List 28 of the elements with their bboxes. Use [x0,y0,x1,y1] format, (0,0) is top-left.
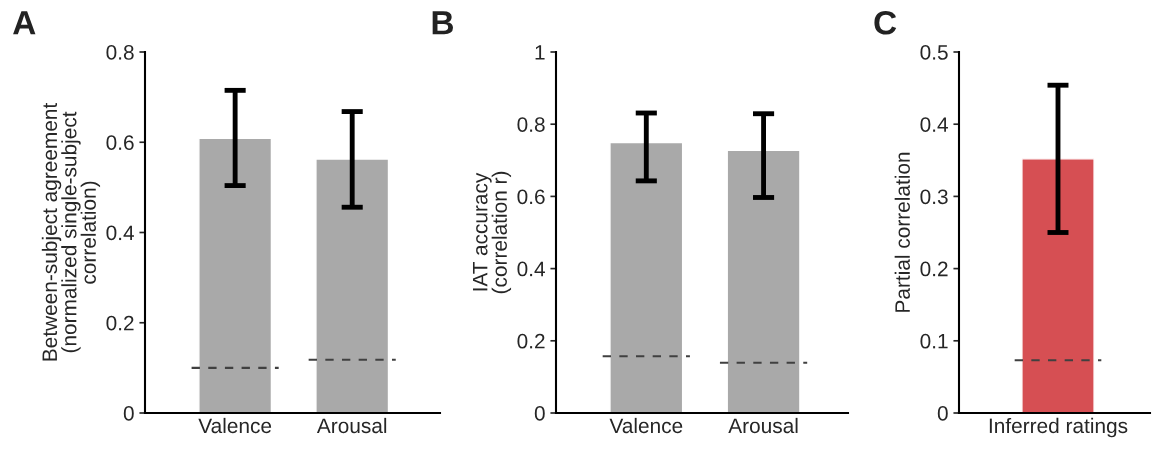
y-axis-title: Partial correlation [894,152,910,312]
x-tick-label: Arousal [316,417,387,434]
y-tick-label: 0.8 [517,117,545,132]
y-tick-label: 0.5 [920,45,948,60]
y-tick-label: 0 [123,406,134,421]
x-tick-label: Valence [609,417,683,434]
y-tick-label: 0.6 [517,189,545,205]
y-tick-label: 0 [937,406,948,421]
chart-title: B [432,11,453,35]
y-axis-title: Between-subject agreement (normalized single-subject correlation) [41,102,101,361]
y-tick-label: 1 [535,45,545,60]
y-tick-label: 0.3 [920,189,948,205]
y-tick-label: 0.2 [517,333,545,349]
y-tick-label: 0.4 [920,117,948,132]
y-tick-label: 0 [534,406,545,421]
y-axis-title: IAT accuracy (correlation r) [472,171,512,294]
y-tick-label: 0.1 [920,333,948,349]
x-tick-label: Arousal [728,417,798,434]
chart-title: C [874,10,897,35]
chart-title: A [13,11,36,35]
y-tick-label: 0.4 [106,225,134,241]
x-tick-label: Inferred ratings [989,417,1128,438]
y-tick-label: 0.2 [106,315,134,331]
y-tick-label: 0.2 [920,261,948,277]
y-tick-label: 0.4 [517,261,545,277]
y-tick-label: 0.6 [106,135,134,150]
y-tick-label: 0.8 [106,45,134,60]
x-tick-label: Valence [198,417,272,434]
